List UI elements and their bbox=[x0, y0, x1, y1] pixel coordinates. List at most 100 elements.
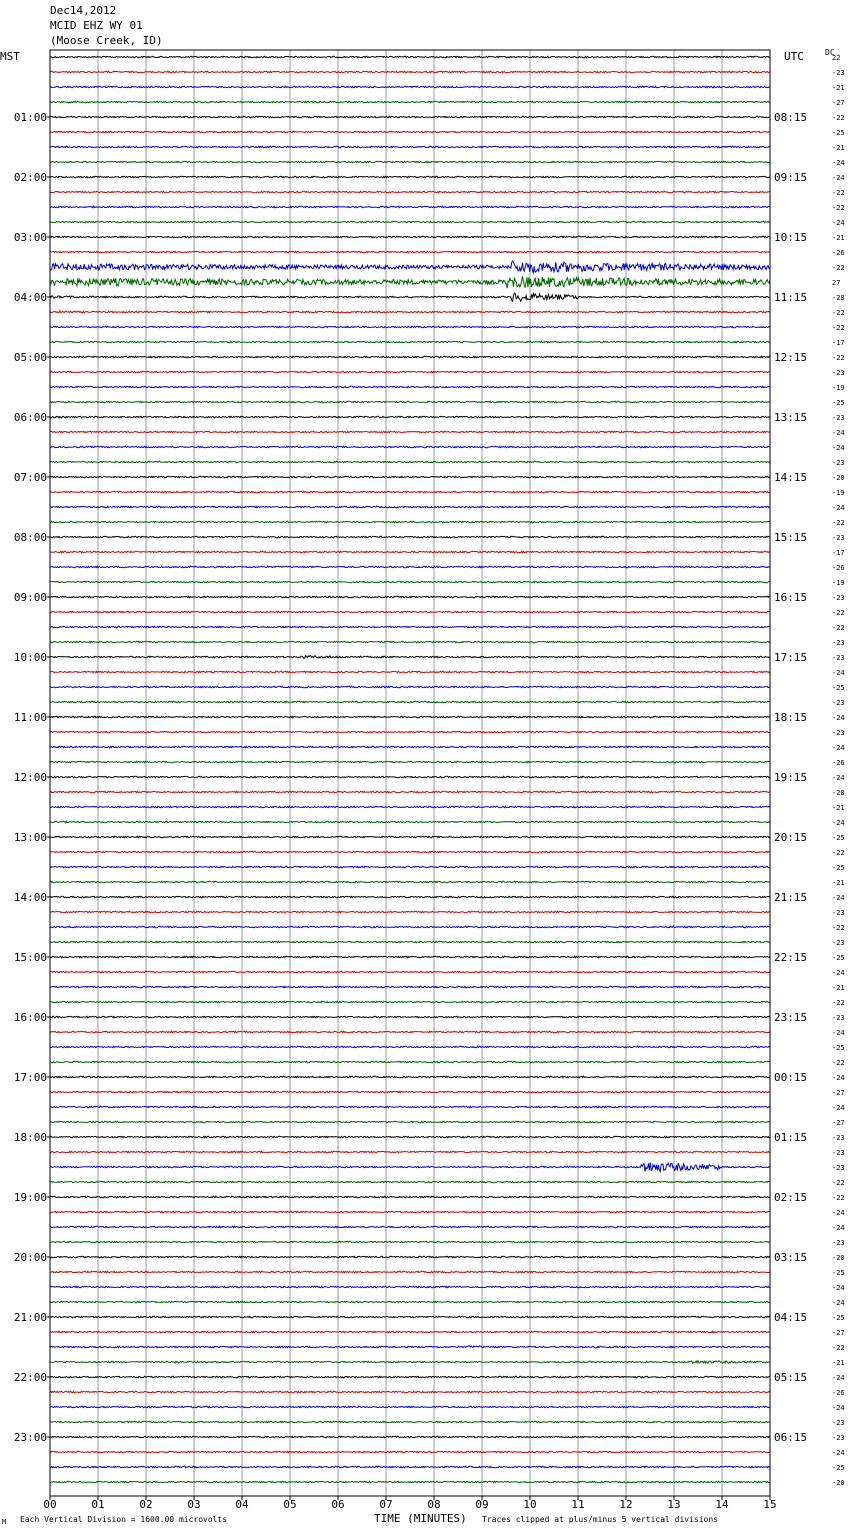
dc-offset-label: -19 bbox=[832, 489, 845, 497]
trace-87 bbox=[49, 1359, 771, 1365]
mst-hour-label: 10:00 bbox=[14, 651, 47, 664]
dc-offset-label: -23 bbox=[832, 1134, 845, 1142]
x-tick-label: 04 bbox=[235, 1498, 249, 1511]
trace-65 bbox=[49, 1030, 771, 1034]
dc-offset-label: -21 bbox=[832, 804, 845, 812]
x-tick-label: 05 bbox=[283, 1498, 296, 1511]
header-location: (Moose Creek, ID) bbox=[50, 34, 163, 47]
dc-offset-label: -26 bbox=[832, 1389, 845, 1397]
dc-offset-label: -24 bbox=[832, 1299, 845, 1307]
trace-14 bbox=[49, 260, 771, 275]
trace-92 bbox=[49, 1435, 771, 1439]
utc-hour-label: 05:15 bbox=[774, 1371, 807, 1384]
dc-offset-label: -25 bbox=[832, 864, 845, 872]
trace-43 bbox=[49, 700, 770, 704]
trace-73 bbox=[50, 1150, 771, 1154]
trace-25 bbox=[49, 430, 771, 434]
dc-offset-label: -22 bbox=[832, 189, 845, 197]
trace-29 bbox=[49, 490, 771, 494]
trace-64 bbox=[49, 1015, 770, 1019]
plot-frame bbox=[49, 49, 771, 1497]
utc-hour-label: 13:15 bbox=[774, 411, 807, 424]
header-station: MCID EHZ WY 01 bbox=[50, 19, 143, 32]
dc-offset-label: -21 bbox=[832, 234, 845, 242]
mst-hour-label: 17:00 bbox=[14, 1071, 47, 1084]
trace-76 bbox=[49, 1195, 771, 1199]
dc-offset-label: -23 bbox=[832, 369, 845, 377]
trace-51 bbox=[49, 820, 771, 824]
utc-hour-label: 11:15 bbox=[774, 291, 807, 304]
trace-24 bbox=[49, 415, 771, 419]
dc-offset-label: -23 bbox=[832, 639, 845, 647]
trace-78 bbox=[49, 1225, 771, 1229]
trace-61 bbox=[49, 970, 771, 974]
dc-title: DC bbox=[825, 48, 835, 57]
trace-93 bbox=[49, 1450, 771, 1454]
dc-offset-label: -22 bbox=[832, 624, 845, 632]
trace-68 bbox=[49, 1075, 771, 1079]
dc-offset-label: 22 bbox=[832, 54, 840, 62]
dc-offset-label: -21 bbox=[832, 1359, 845, 1367]
trace-59 bbox=[49, 940, 771, 944]
dc-offset-label: -23 bbox=[832, 1419, 845, 1427]
dc-offset-label: -25 bbox=[832, 129, 845, 137]
trace-35 bbox=[49, 580, 770, 584]
mst-hour-label: 22:00 bbox=[14, 1371, 47, 1384]
dc-offset-label: -22 bbox=[832, 1179, 845, 1187]
dc-offset-label: -22 bbox=[832, 354, 845, 362]
dc-offset-label: -22 bbox=[832, 204, 845, 212]
trace-75 bbox=[49, 1180, 771, 1184]
trace-17 bbox=[49, 309, 771, 314]
trace-88 bbox=[49, 1375, 771, 1379]
dc-offset-label: -24 bbox=[832, 1449, 845, 1457]
mst-hour-label: 15:00 bbox=[14, 951, 47, 964]
dc-offset-label: -24 bbox=[832, 429, 845, 437]
trace-72 bbox=[49, 1135, 771, 1139]
x-tick-label: 10 bbox=[523, 1498, 536, 1511]
dc-offset-label: -21 bbox=[832, 984, 845, 992]
trace-53 bbox=[49, 850, 771, 854]
trace-66 bbox=[49, 1045, 771, 1049]
dc-offset-label: -19 bbox=[832, 579, 845, 587]
trace-16 bbox=[49, 291, 771, 303]
header-date: Dec14,2012 bbox=[50, 4, 117, 17]
trace-18 bbox=[50, 325, 771, 329]
trace-23 bbox=[49, 400, 771, 404]
utc-hour-label: 17:15 bbox=[774, 651, 807, 664]
trace-15 bbox=[49, 275, 771, 289]
trace-1 bbox=[49, 70, 771, 74]
trace-44 bbox=[49, 715, 771, 719]
dc-offset-label: -22 bbox=[832, 999, 845, 1007]
trace-67 bbox=[49, 1060, 771, 1064]
mst-hour-label: 04:00 bbox=[14, 291, 47, 304]
dc-offset-label: -23 bbox=[832, 414, 845, 422]
dc-offset-label: -22 bbox=[832, 849, 845, 857]
trace-82 bbox=[49, 1285, 771, 1289]
dc-offset-label: -23 bbox=[832, 909, 845, 917]
mst-hour-label: 07:00 bbox=[14, 471, 47, 484]
dc-offset-label: -23 bbox=[832, 534, 845, 542]
clip-note: Traces clipped at plus/minus 5 vertical … bbox=[482, 1515, 719, 1524]
x-tick-label: 09 bbox=[475, 1498, 488, 1511]
utc-hour-label: 14:15 bbox=[774, 471, 807, 484]
trace-9 bbox=[49, 190, 771, 194]
mst-hour-label: 06:00 bbox=[14, 411, 47, 424]
dc-offset-label: -24 bbox=[832, 159, 845, 167]
utc-hour-label: 02:15 bbox=[774, 1191, 807, 1204]
right-axis-title: UTC bbox=[784, 50, 804, 63]
x-tick-label: 07 bbox=[379, 1498, 392, 1511]
dc-offset-label: -22 bbox=[832, 609, 845, 617]
trace-39 bbox=[49, 640, 771, 644]
dc-offset-label: -24 bbox=[832, 1224, 845, 1232]
dc-offset-label: -21 bbox=[832, 84, 845, 92]
trace-79 bbox=[49, 1240, 770, 1244]
mst-hour-label: 20:00 bbox=[14, 1251, 47, 1264]
x-tick-label: 14 bbox=[715, 1498, 729, 1511]
dc-offset-label: -27 bbox=[832, 1329, 845, 1337]
dc-offset-label: -24 bbox=[832, 819, 845, 827]
trace-27 bbox=[49, 460, 771, 464]
x-tick-label: 06 bbox=[331, 1498, 344, 1511]
x-axis-label: TIME (MINUTES) bbox=[374, 1512, 467, 1525]
dc-offset-label: -23 bbox=[832, 594, 845, 602]
